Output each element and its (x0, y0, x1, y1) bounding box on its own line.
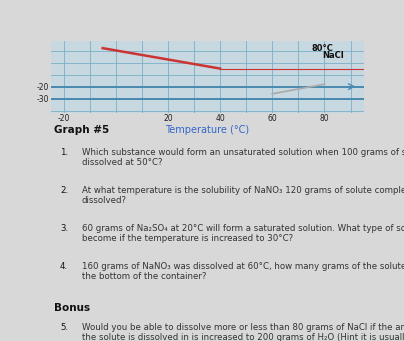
Text: NaCl: NaCl (322, 51, 344, 60)
Text: 2.: 2. (60, 186, 68, 195)
X-axis label: Temperature (°C): Temperature (°C) (165, 125, 249, 135)
Text: 80°C: 80°C (311, 44, 333, 53)
Text: 4.: 4. (60, 262, 68, 270)
Text: Graph #5: Graph #5 (54, 125, 109, 135)
Text: 1.: 1. (60, 148, 68, 157)
Text: At what temperature is the solubility of NaNO₃ 120 grams of solute completely
di: At what temperature is the solubility of… (82, 186, 404, 205)
Text: 3.: 3. (60, 224, 68, 233)
Text: Which substance would form an unsaturated solution when 100 grams of solute is
d: Which substance would form an unsaturate… (82, 148, 404, 167)
Text: 160 grams of NaNO₃ was dissolved at 60°C, how many grams of the solute will sink: 160 grams of NaNO₃ was dissolved at 60°C… (82, 262, 404, 281)
Text: 60 grams of Na₂SO₄ at 20°C will form a saturated solution. What type of solution: 60 grams of Na₂SO₄ at 20°C will form a s… (82, 224, 404, 243)
Text: 5.: 5. (60, 323, 68, 332)
Text: Would you be able to dissolve more or less than 80 grams of NaCl if the amount o: Would you be able to dissolve more or le… (82, 323, 404, 341)
Text: Bonus: Bonus (54, 303, 90, 313)
